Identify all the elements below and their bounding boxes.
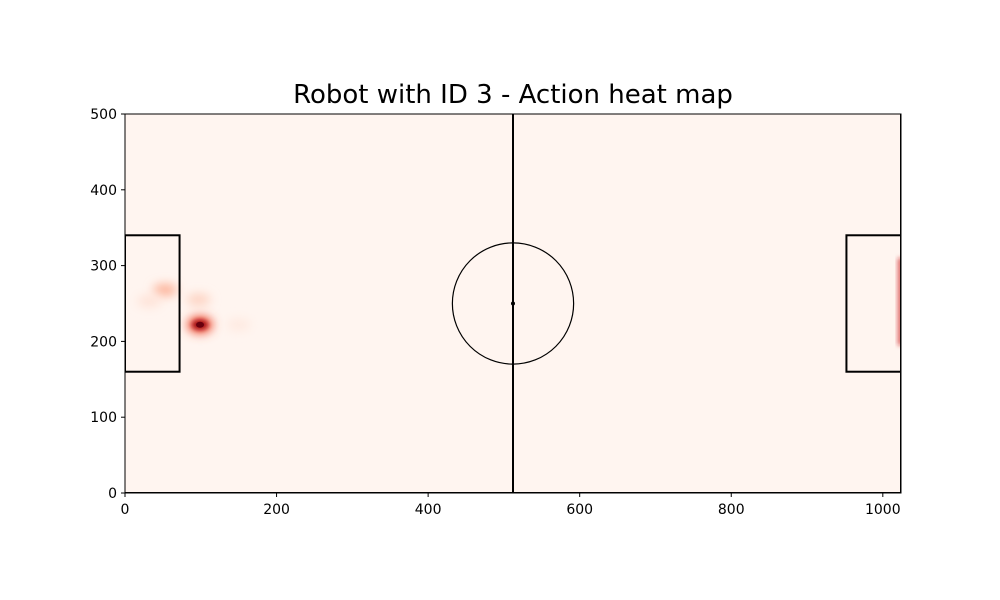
y-tick-label: 100 xyxy=(90,410,117,426)
heat-cell xyxy=(196,321,205,328)
heat-cell xyxy=(226,318,251,331)
center-spot xyxy=(511,301,515,306)
left-penalty-box xyxy=(125,234,181,373)
field-markings xyxy=(125,114,901,493)
x-tick-label: 200 xyxy=(263,502,290,518)
y-tick-label: 300 xyxy=(90,259,117,275)
plot-frame xyxy=(124,113,902,494)
x-axis: 0 200 400 600 800 1000 xyxy=(121,493,901,518)
y-tick-label: 400 xyxy=(90,183,117,199)
y-tick-label: 200 xyxy=(90,334,117,350)
x-tick-label: 0 xyxy=(121,502,130,518)
heat-cell xyxy=(186,293,211,306)
x-tick-label: 1000 xyxy=(865,502,901,518)
x-tick-label: 800 xyxy=(718,502,745,518)
heat-cell xyxy=(153,283,178,296)
heat-cell xyxy=(137,295,162,308)
heatmap-layer xyxy=(137,258,901,346)
y-tick-label: 500 xyxy=(90,107,117,123)
chart-title: Robot with ID 3 - Action heat map xyxy=(293,80,733,110)
center-circle xyxy=(451,242,575,365)
heat-cell xyxy=(898,258,901,346)
right-penalty-box xyxy=(845,234,901,373)
x-tick-label: 600 xyxy=(566,502,593,518)
y-axis: 0 100 200 300 400 500 xyxy=(90,107,125,502)
y-tick-label: 0 xyxy=(108,486,117,502)
x-tick-label: 400 xyxy=(415,502,442,518)
